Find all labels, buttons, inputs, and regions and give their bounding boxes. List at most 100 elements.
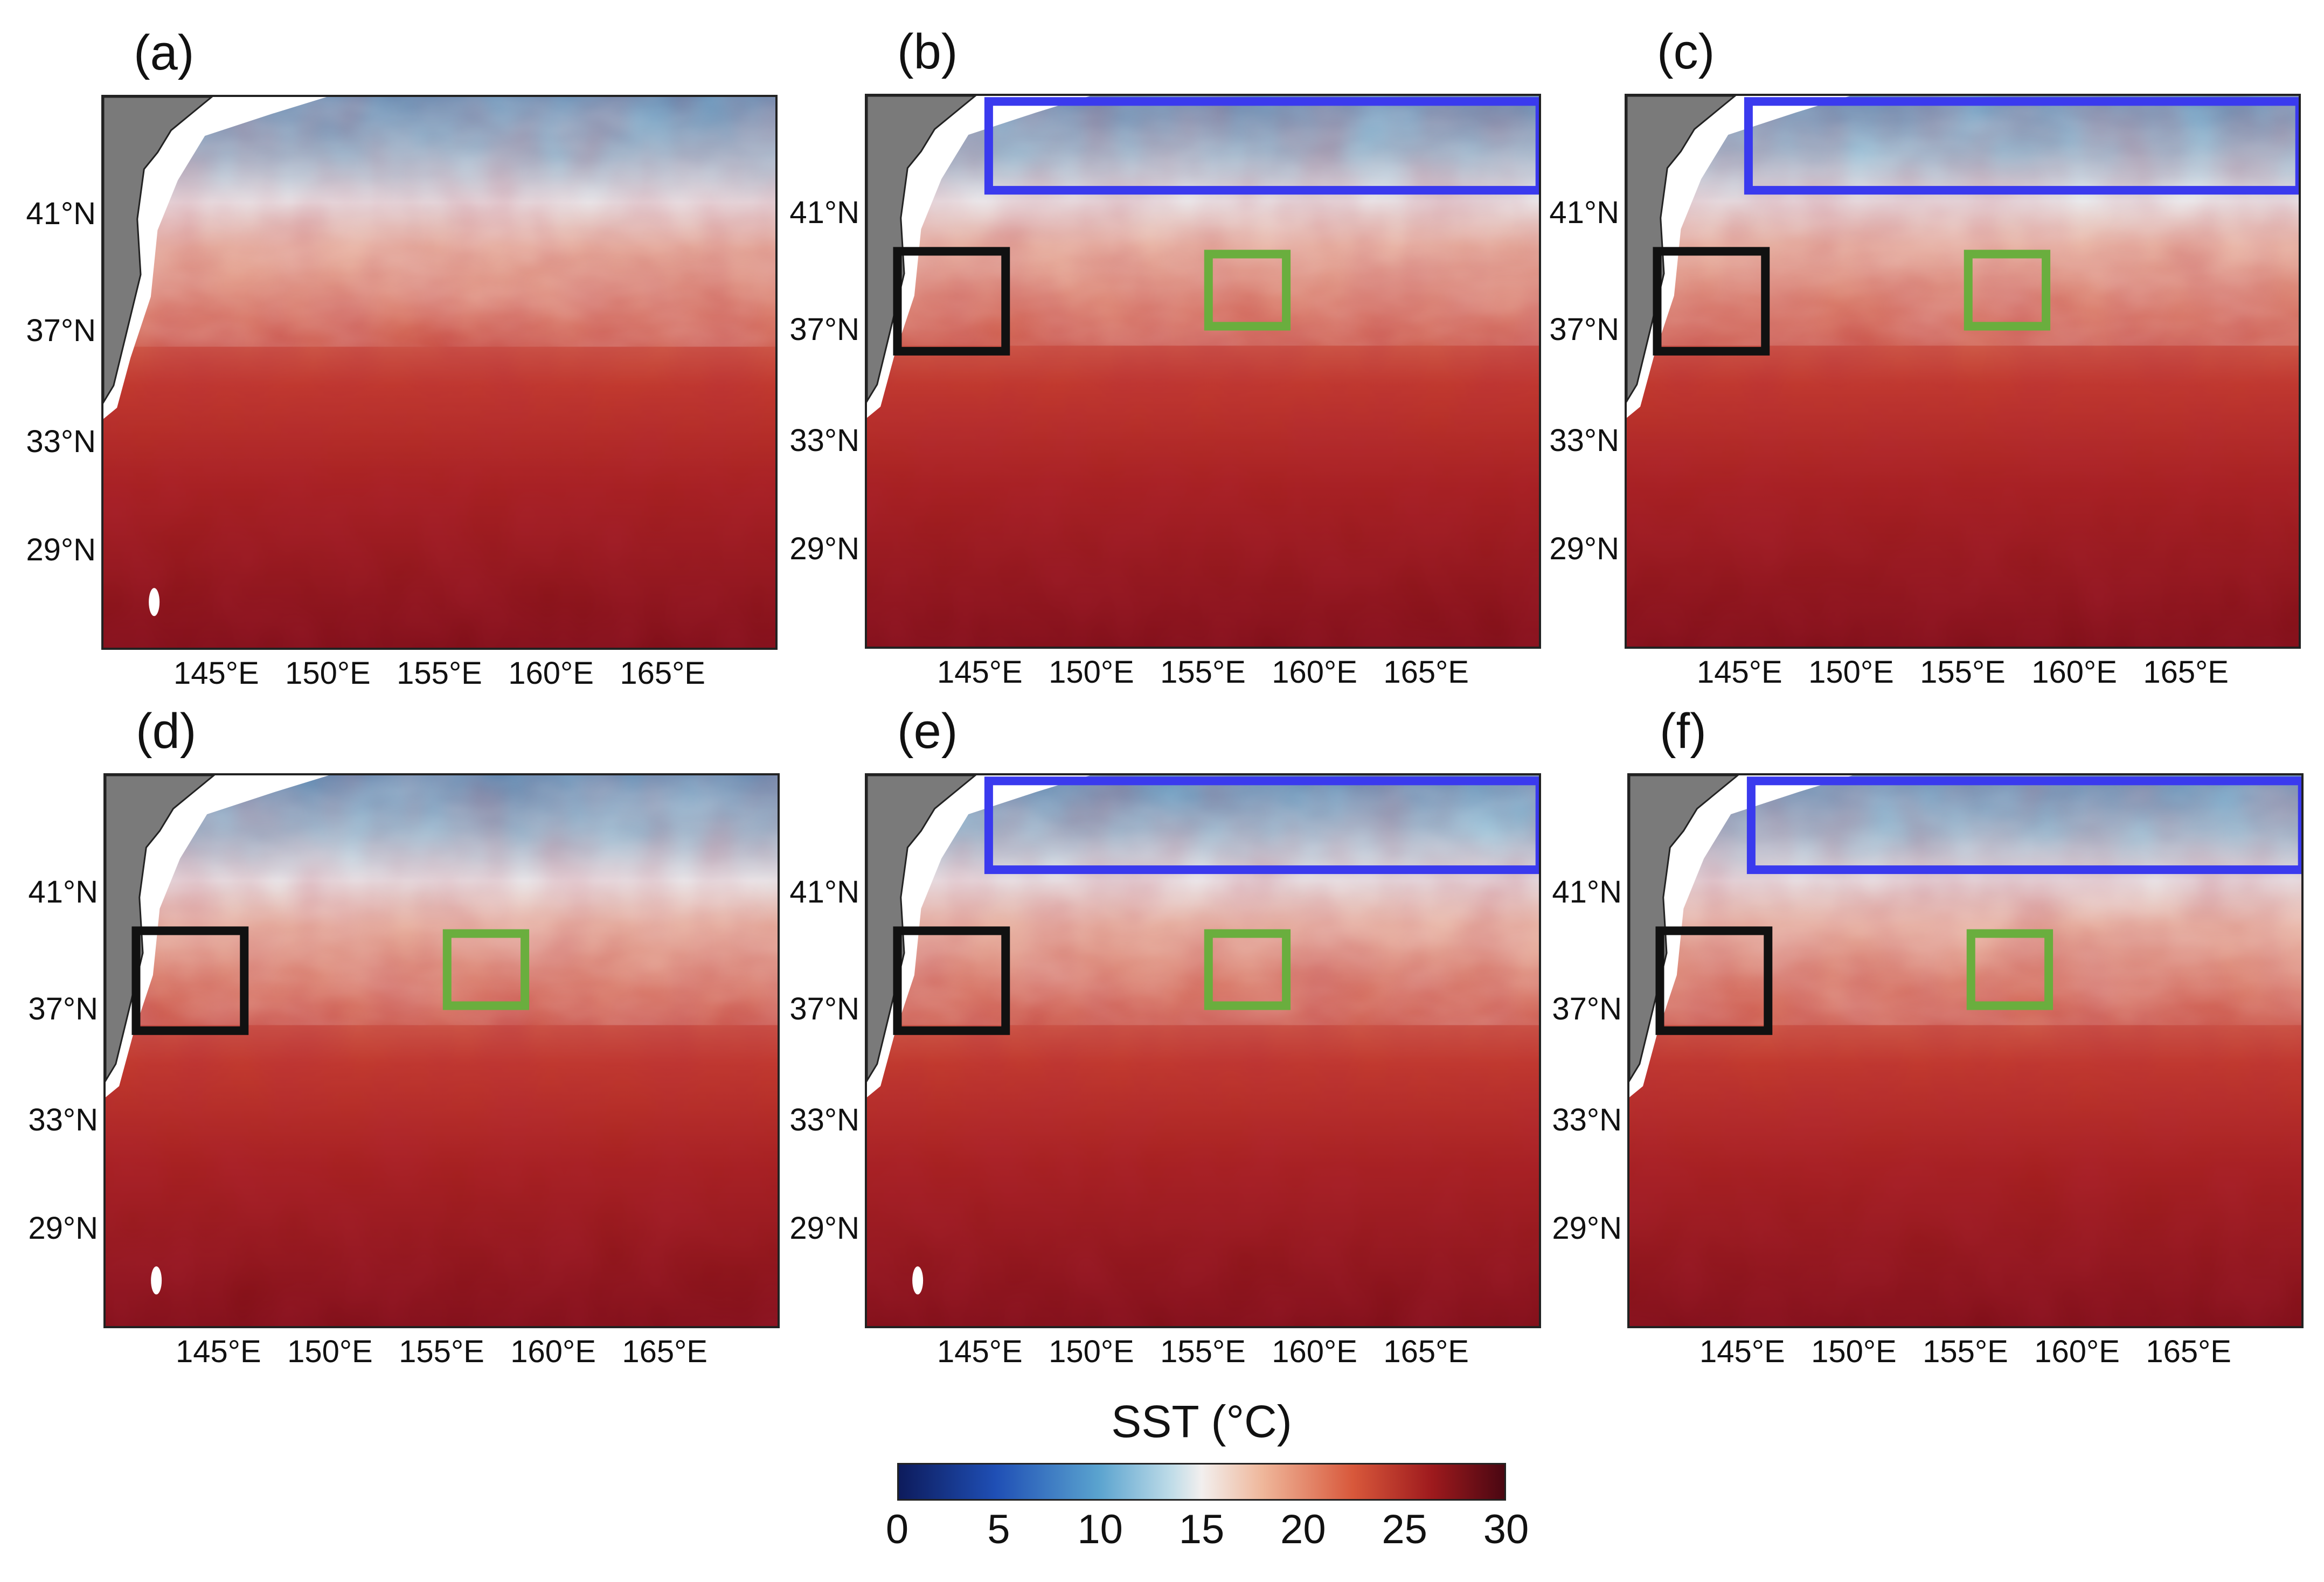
lat-tick-label: 29°N [1552,1210,1622,1246]
island [912,1266,924,1295]
colorbar-tick-label: 10 [1077,1507,1123,1552]
colorbar-tick-label: 30 [1483,1507,1529,1552]
sst-field [1629,775,2301,1326]
sst-field [1627,96,2299,647]
lat-tick-label: 29°N [789,531,859,566]
lat-tick-label: 33°N [1552,1102,1622,1137]
black-region-box [131,926,249,1035]
lon-tick-label: 160°E [1272,655,1357,690]
lon-tick-label: 165°E [1383,655,1469,690]
lat-tick-label: 37°N [789,991,859,1026]
lon-tick-label: 160°E [510,1334,596,1369]
lat-tick-label: 29°N [1549,531,1619,566]
lon-tick-label: 150°E [285,656,371,691]
lat-tick-label: 37°N [1549,311,1619,347]
land-mass [867,96,977,403]
panel-label: (a) [134,25,195,80]
coastal-mask [106,775,329,1098]
lon-tick-label: 150°E [1811,1334,1897,1369]
lat-tick-label: 41°N [789,195,859,231]
coastal-mask [1627,96,1850,418]
lat-tick-label: 37°N [26,313,96,348]
lon-tick-label: 150°E [1808,655,1894,690]
lon-tick-label: 160°E [2034,1334,2120,1369]
lat-tick-label: 37°N [28,991,98,1026]
lon-tick-label: 145°E [176,1334,261,1369]
lon-tick-label: 165°E [622,1334,707,1369]
blue-region-box [1746,776,2301,875]
lon-tick-label: 165°E [2146,1334,2231,1369]
sst-map-panel [1625,94,2301,649]
colorbar-tick-label: 20 [1280,1507,1326,1552]
panel-label: (b) [897,24,958,79]
lon-tick-label: 155°E [1160,655,1246,690]
sst-map-panel [101,95,778,650]
lat-tick-label: 41°N [26,196,96,232]
blue-region-box [984,97,1539,195]
coastal-mask [103,97,327,419]
lat-tick-label: 37°N [1552,991,1622,1026]
lon-tick-label: 150°E [1049,655,1134,690]
black-region-box [893,247,1010,356]
land-mass [103,97,213,404]
lon-tick-label: 160°E [1272,1334,1357,1369]
lat-tick-label: 41°N [789,875,859,910]
lon-tick-label: 165°E [620,656,705,691]
coastal-mask [1629,775,1853,1098]
lon-tick-label: 155°E [1160,1334,1246,1369]
lon-tick-label: 155°E [399,1334,484,1369]
lon-tick-label: 150°E [287,1334,373,1369]
sst-map-panel [865,94,1541,649]
green-region-box [1964,249,2051,331]
island [151,1266,162,1295]
coastal-mask [867,96,1091,418]
lat-tick-label: 29°N [28,1210,98,1246]
lon-tick-label: 145°E [174,656,259,691]
colorbar-title: SST (°C) [1111,1396,1292,1447]
lon-tick-label: 150°E [1049,1334,1134,1369]
lon-tick-label: 160°E [508,656,594,691]
lat-tick-label: 41°N [1552,875,1622,910]
colorbar [897,1463,1506,1501]
sst-map-panel [1627,773,2304,1328]
lon-tick-label: 165°E [1383,1334,1469,1369]
sst-map-panel [103,773,780,1328]
green-region-box [1204,929,1291,1010]
colorbar-tick-label: 15 [1178,1507,1225,1552]
colorbar-tick-label: 5 [987,1507,1010,1552]
sst-field [867,775,1539,1326]
panel-label: (c) [1657,24,1715,79]
green-region-box [1204,249,1291,331]
lon-tick-label: 155°E [1920,655,2006,690]
black-region-box [1655,926,1773,1035]
island [149,588,160,616]
lon-tick-label: 145°E [937,655,1023,690]
blue-region-box [984,776,1539,875]
lon-tick-label: 160°E [2031,655,2117,690]
sst-field [103,97,775,648]
lat-tick-label: 37°N [789,311,859,347]
lon-tick-label: 165°E [2143,655,2229,690]
sst-field [106,775,778,1326]
blue-region-box [1744,97,2299,195]
panel-label: (e) [897,704,958,759]
black-region-box [1653,247,1770,356]
lat-tick-label: 41°N [28,875,98,910]
lon-tick-label: 145°E [1699,1334,1785,1369]
colorbar-tick-label: 25 [1382,1507,1427,1552]
sst-field [867,96,1539,647]
panel-label: (f) [1660,704,1706,759]
lon-tick-label: 145°E [937,1334,1023,1369]
land-mass [1627,96,1737,403]
lat-tick-label: 29°N [26,532,96,567]
land-mass [106,775,216,1083]
sst-map-panel [865,773,1541,1328]
land-mass [1629,775,1739,1083]
lat-tick-label: 41°N [1549,195,1619,231]
green-region-box [1966,929,2054,1010]
lat-tick-label: 33°N [1549,422,1619,458]
lat-tick-label: 33°N [789,1102,859,1137]
lat-tick-label: 33°N [26,424,96,459]
lat-tick-label: 29°N [789,1210,859,1246]
